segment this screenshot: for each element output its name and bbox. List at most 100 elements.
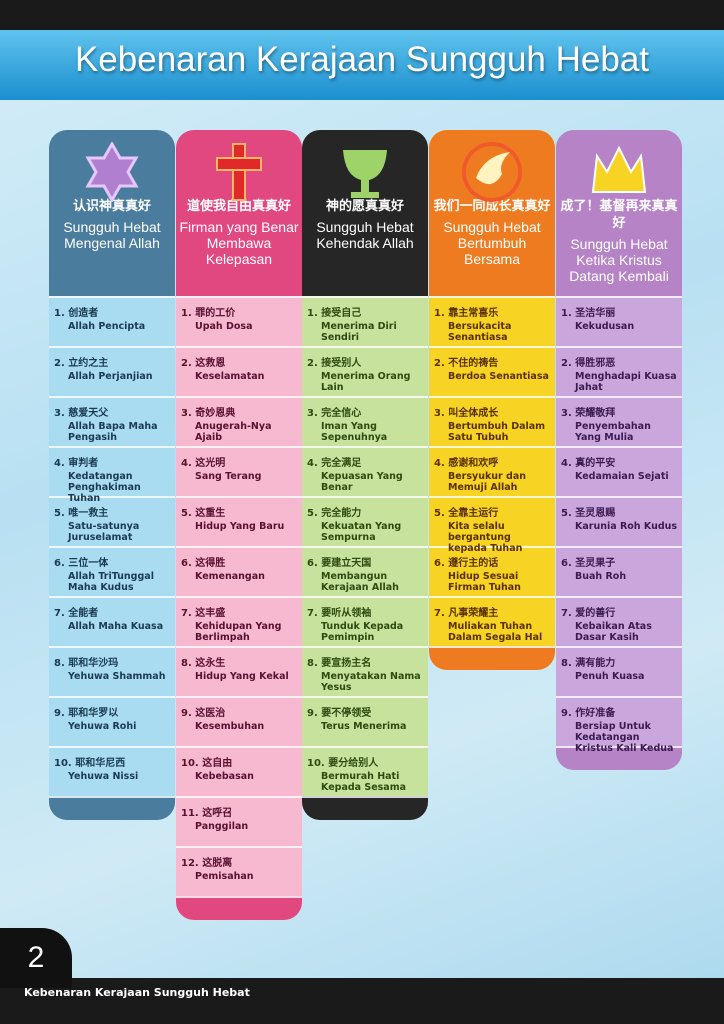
item-malay: Bersiap Untuk Kedatangan Kristus Kali Ke… [575,721,674,754]
item-chinese-line: 5. 完全能力 [307,504,424,519]
item-malay: Bersyukur dan Memuji Allah [448,471,527,493]
item-malay: Hidup Yang Baru [195,521,285,532]
item-chinese: 作好准备 [575,708,616,719]
item-malay: Kekudusan [575,321,635,332]
item-chinese-line: 1. 靠主常喜乐 [434,304,551,319]
item-chinese-line: 6. 要建立天国 [307,554,424,569]
item-number: 1. [561,308,572,319]
item-number: 10. [181,758,199,769]
item-chinese: 这重生 [195,508,226,519]
item-number: 4. [307,458,318,469]
item-chinese-line: 6. 圣灵果子 [561,554,678,569]
item-chinese: 要建立天国 [321,558,372,569]
list-item: 6. 遵行主的话 Hidup Sesuai Firman Tuhan [429,546,555,596]
item-chinese: 得胜邪恶 [575,358,616,369]
list-item: 2. 得胜邪恶 Menghadapi Kuasa Jahat [556,346,682,396]
item-chinese: 不住的祷告 [448,358,499,369]
header-chinese: 道使我自由真真好 [186,199,291,214]
item-number: 7. [434,608,445,619]
header-chinese: 认识神真真好 [72,199,151,214]
item-number: 7. [181,608,192,619]
item-chinese: 叫全体成长 [448,408,499,419]
list-item: 8. 要宣扬主名 Menyatakan Nama Yesus [302,646,428,696]
item-chinese-line: 8. 要宣扬主名 [307,654,424,669]
item-chinese-line: 12. 这脱离 [181,854,298,869]
item-chinese: 圣灵果子 [575,558,616,569]
item-number: 1. [307,308,318,319]
item-number: 7. [561,608,572,619]
item-malay: Kepuasan Yang Benar [321,471,403,493]
item-chinese-line: 7. 爱的善行 [561,604,678,619]
column: 我们一同成长真真好 Sungguh Hebat Bertumbuh Bersama… [429,130,555,670]
item-chinese-line: 4. 完全满足 [307,454,424,469]
item-chinese-line: 8. 耶和华沙玛 [54,654,171,669]
item-chinese: 慈爱天父 [68,408,109,419]
item-number: 5. [54,508,65,519]
item-chinese: 这丰盛 [195,608,226,619]
item-number: 9. [181,708,192,719]
item-chinese-line: 2. 立约之主 [54,354,171,369]
title: Kebenaran Kerajaan Sungguh Hebat [74,40,650,79]
item-number: 2. [181,358,192,369]
item-malay: Bermurah Hati Kepada Sesama [321,771,407,793]
item-number: 4. [434,458,445,469]
item-chinese: 完全能力 [321,508,362,519]
list-item: 6. 三位一体 Allah TriTunggal Maha Kudus [49,546,175,596]
column-header: 认识神真真好 Sungguh Hebat Mengenal Allah [49,130,175,296]
item-number: 3. [434,408,445,419]
item-number: 7. [54,608,65,619]
item-chinese-line: 4. 感谢和欢呼 [434,454,551,469]
item-chinese-line: 11. 这呼召 [181,804,298,819]
item-malay: Muliakan Tuhan Dalam Segala Hal [448,621,543,643]
list-item: 3. 叫全体成长 Bertumbuh Dalam Satu Tubuh [429,396,555,446]
list-item: 4. 感谢和欢呼 Bersyukur dan Memuji Allah [429,446,555,496]
column-icon [591,145,647,193]
list-item: 2. 这救恩 Keselamatan [176,346,302,396]
list-item: 10. 耶和华尼西 Yehuwa Nissi [49,746,175,796]
item-chinese-line: 2. 这救恩 [181,354,298,369]
item-malay: Kemenangan [195,571,265,582]
item-chinese: 奇妙恩典 [195,408,236,419]
item-malay: Penuh Kuasa [575,671,645,682]
column-icon [85,142,139,202]
item-malay: Menyatakan Nama Yesus [321,671,421,693]
column-header: 我们一同成长真真好 Sungguh Hebat Bertumbuh Bersama [429,130,555,296]
item-number: 5. [561,508,572,519]
item-number: 3. [54,408,65,419]
item-malay: Kita selalu bergantung kepada Tuhan [448,521,523,554]
list-item: 12. 这脱离 Pemisahan [176,846,302,896]
list-item: 1. 圣洁华丽 Kekudusan [556,296,682,346]
item-malay: Menerima Orang Lain [321,371,411,393]
item-malay: Sang Terang [195,471,262,482]
item-number: 12. [181,858,199,869]
item-chinese: 圣灵恩赐 [575,508,616,519]
item-number: 3. [307,408,318,419]
page-number: 2 [0,928,72,988]
item-chinese-line: 3. 完全信心 [307,404,424,419]
item-number: 3. [561,408,572,419]
item-chinese: 满有能力 [575,658,616,669]
bottom-strip [0,978,724,1024]
item-number: 4. [54,458,65,469]
header-malay: Sungguh Hebat Ketika Kristus Datang Kemb… [569,236,669,284]
item-chinese: 立约之主 [68,358,109,369]
item-chinese: 耶和华罗以 [68,708,119,719]
banner [0,30,724,100]
item-chinese: 爱的善行 [575,608,616,619]
item-number: 6. [307,558,318,569]
item-chinese: 唯一救主 [68,508,109,519]
item-malay: Penyembahan Yang Mulia [575,421,651,443]
item-chinese-line: 3. 慈爱天父 [54,404,171,419]
item-malay: Kebaikan Atas Dasar Kasih [575,621,652,643]
column-header: 道使我自由真真好 Firman yang Benar Membawa Kelepa… [176,130,302,296]
item-chinese-line: 7. 要听从领袖 [307,604,424,619]
list-item: 8. 耶和华沙玛 Yehuwa Shammah [49,646,175,696]
item-chinese: 真的平安 [575,458,616,469]
item-chinese-line: 4. 真的平安 [561,454,678,469]
column-end [556,746,682,770]
item-malay: Allah TriTunggal Maha Kudus [68,571,154,593]
item-chinese: 靠主常喜乐 [448,308,499,319]
column-icon [216,143,262,201]
item-number: 8. [307,658,318,669]
item-number: 2. [561,358,572,369]
